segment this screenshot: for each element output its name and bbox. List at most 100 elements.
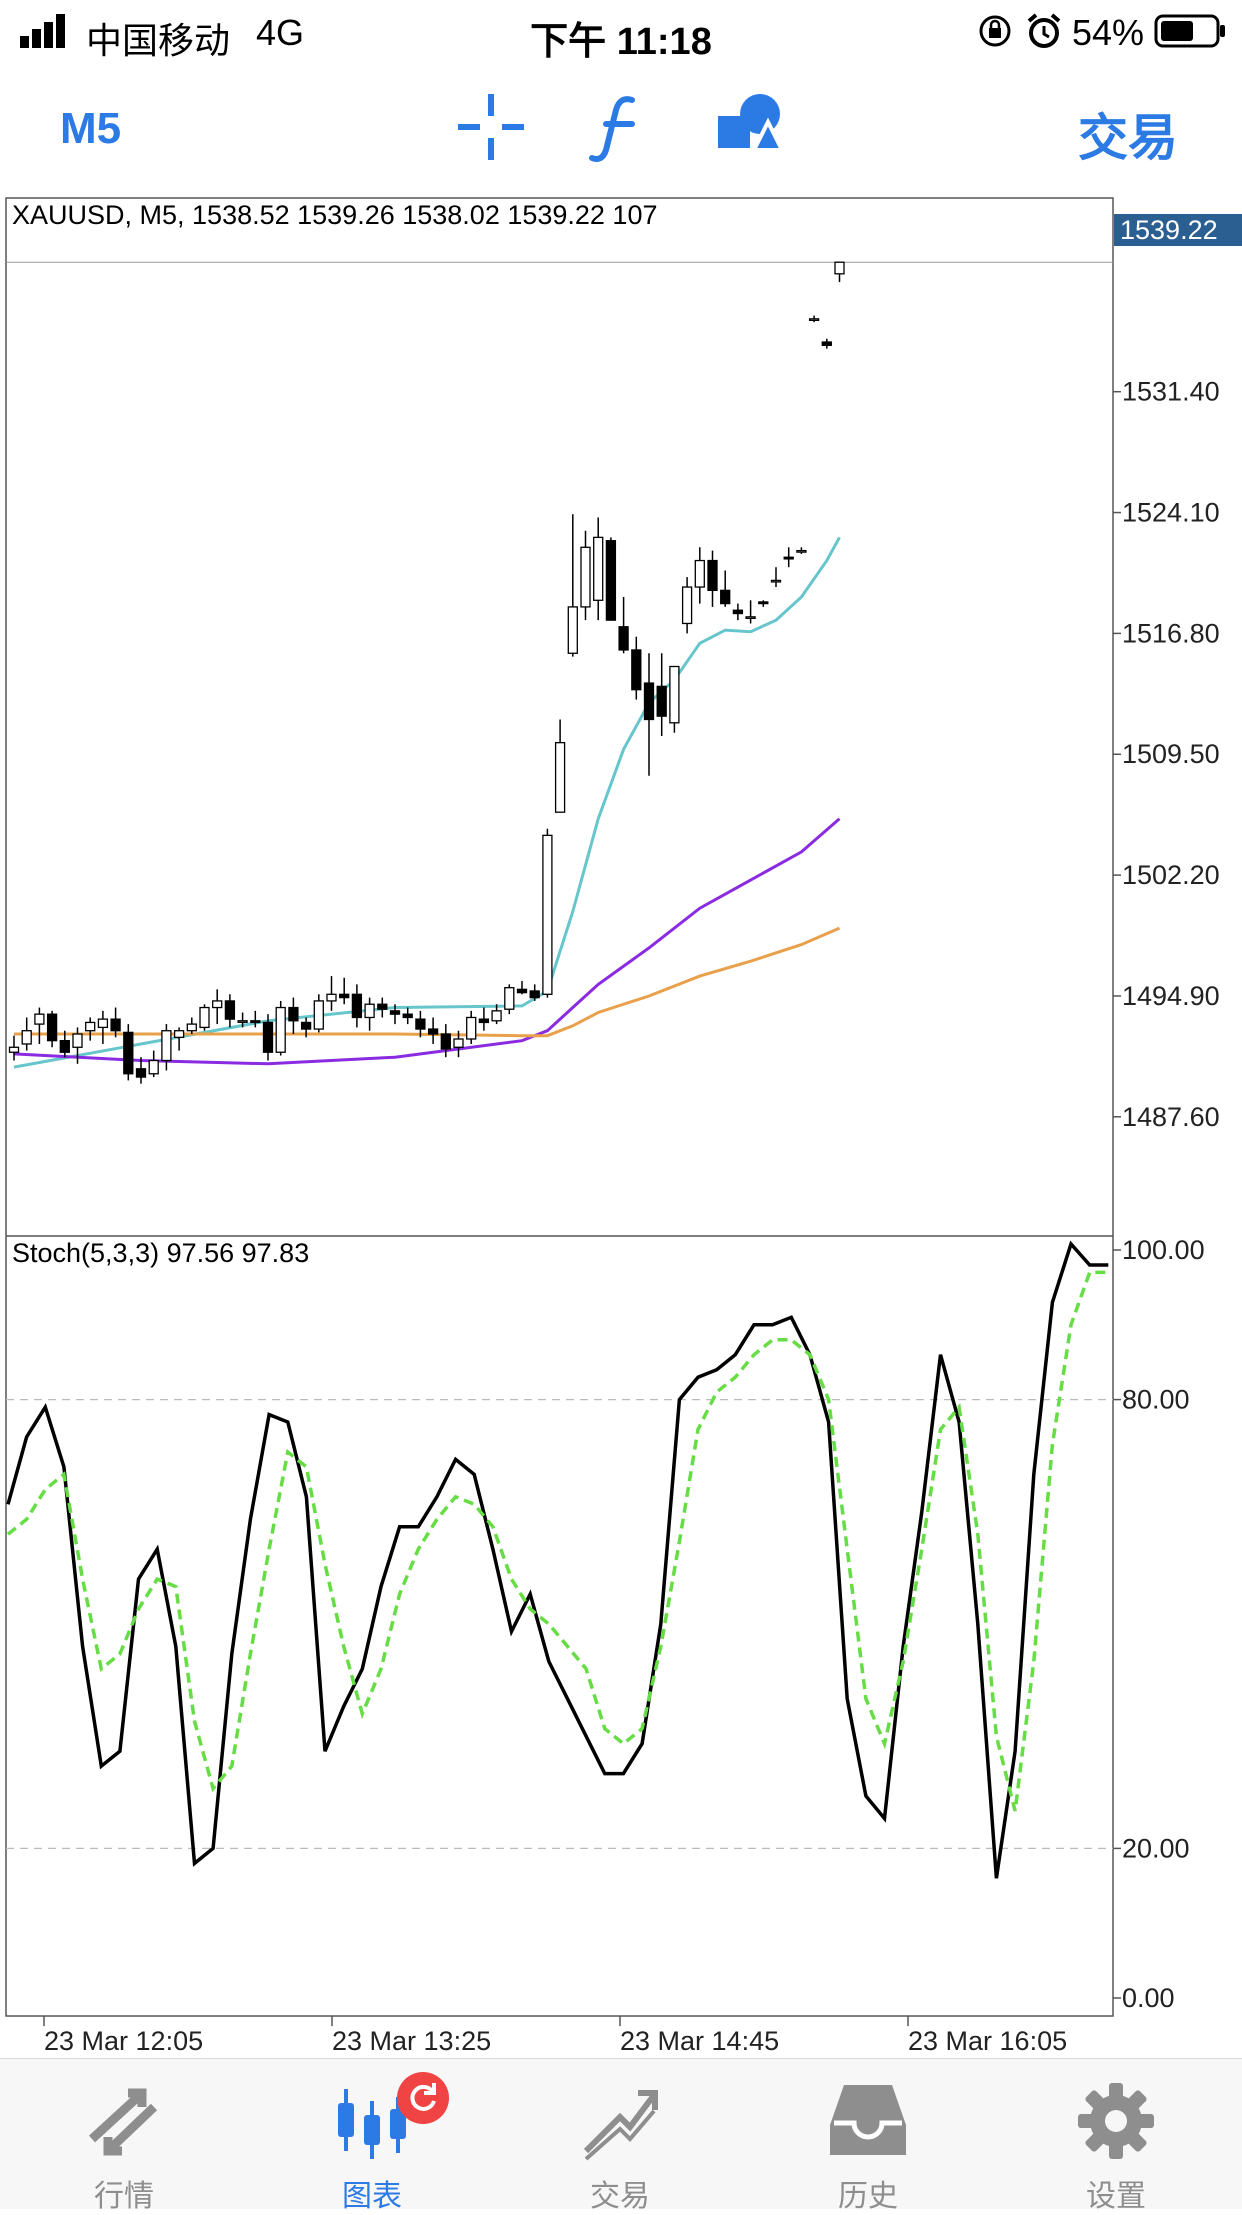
candle	[427, 1017, 439, 1044]
price-chart[interactable]: 100.00 80.00 20.00 0.00 1531.40 1524.10 1516.…	[0, 194, 1242, 2056]
indicator-f-icon[interactable]	[586, 92, 656, 162]
candle-body	[224, 1000, 236, 1020]
candle-body	[542, 834, 553, 995]
candle	[593, 517, 604, 621]
trade-button[interactable]: 交易	[1078, 110, 1178, 166]
candle-body	[59, 1040, 70, 1053]
candle-body	[326, 993, 337, 1002]
candle	[34, 1007, 45, 1044]
candle-body	[554, 742, 566, 813]
candle	[275, 1000, 286, 1056]
chart-symbol-header: XAUUSD, M5, 1538.52 1539.26 1538.02 1539…	[12, 200, 657, 230]
price-axis-label: 1487.60	[1122, 1102, 1220, 1132]
tab-trade[interactable]: 交易	[496, 2059, 744, 2213]
clock-time: 下午 11:18	[530, 21, 712, 63]
crosshair-icon[interactable]	[456, 92, 526, 162]
candle-body	[85, 1021, 96, 1032]
tab-history[interactable]: 历史	[744, 2059, 992, 2213]
price-axis-label: 1531.40	[1122, 377, 1220, 407]
candle	[745, 600, 756, 624]
stoch-axis-label: 80.00	[1122, 1385, 1190, 1415]
objects-shapes-icon[interactable]	[716, 92, 786, 162]
tab-chart-label: 图表	[342, 2180, 402, 2213]
stoch-axis-label: 20.00	[1122, 1833, 1190, 1863]
tab-quotes-label: 行情	[94, 2180, 154, 2213]
candle-body	[351, 993, 363, 1019]
trade-trend-icon	[583, 2090, 658, 2161]
candle	[707, 550, 718, 607]
candle-body	[46, 1013, 58, 1042]
stoch-signal-line	[6, 1270, 1109, 1812]
candle	[8, 1035, 20, 1061]
candle-body	[300, 1021, 312, 1030]
candle	[97, 1010, 109, 1044]
settings-gear-icon	[1078, 2083, 1154, 2159]
candle	[72, 1027, 83, 1064]
tab-settings-label: 设置	[1086, 2180, 1146, 2213]
price-axis-label: 1494.90	[1122, 981, 1220, 1011]
candle-body	[313, 1000, 324, 1030]
signal-strength-icon	[20, 14, 65, 48]
candle-body	[783, 556, 794, 560]
battery-percent: 54%	[1072, 12, 1145, 53]
candle	[250, 1010, 261, 1028]
candle-body	[758, 601, 769, 605]
carrier-name: 中国移动	[86, 20, 231, 61]
stochastic-header: Stoch(5,3,3) 97.56 97.83	[12, 1238, 309, 1268]
candle	[834, 261, 845, 283]
candle	[377, 997, 388, 1018]
candle-body	[770, 579, 782, 583]
current-price-value: 1539.22	[1120, 215, 1218, 245]
candle	[681, 577, 693, 634]
candle-body	[212, 1000, 223, 1009]
candle	[821, 338, 832, 349]
network-type: 4G	[256, 12, 305, 53]
candle	[389, 1004, 401, 1025]
chart-canvas[interactable]: 100.00 80.00 20.00 0.00 1531.40 1524.10 1516.…	[0, 194, 1242, 2056]
timeframe-button[interactable]: M5	[60, 104, 122, 153]
candle-body	[720, 589, 731, 605]
candle	[808, 315, 820, 323]
candle	[135, 1057, 147, 1084]
time-axis-label: 23 Mar 12:05	[44, 2026, 203, 2056]
candle-body	[21, 1030, 32, 1045]
candle	[605, 537, 617, 621]
candle-body	[732, 609, 744, 615]
candle	[148, 1050, 159, 1078]
quotes-arrows-icon	[88, 2088, 158, 2156]
candle	[300, 1017, 312, 1038]
candle-body	[34, 1013, 45, 1025]
candle	[770, 567, 782, 588]
candle-body	[694, 559, 705, 588]
candle	[478, 1007, 490, 1031]
candle-body	[643, 682, 655, 721]
candle	[85, 1017, 96, 1041]
candle-body	[618, 626, 629, 651]
tab-chart[interactable]: 图表	[248, 2059, 496, 2213]
candle	[554, 719, 566, 813]
price-axis-label: 1516.80	[1122, 618, 1220, 648]
stoch-main-line	[6, 1240, 1109, 1879]
price-axis-label: 1524.10	[1122, 498, 1220, 528]
time-axis-label: 23 Mar 14:45	[620, 2026, 779, 2056]
tab-quotes[interactable]: 行情	[0, 2059, 248, 2213]
candle-body	[681, 586, 693, 625]
moving-average-line-2	[13, 817, 841, 1066]
candle	[123, 1024, 134, 1081]
candle	[59, 1030, 70, 1058]
price-axis-label: 1502.20	[1122, 860, 1220, 890]
tab-settings[interactable]: 设置	[992, 2059, 1240, 2213]
current-price-tag	[1114, 214, 1242, 246]
alarm-icon	[1027, 13, 1061, 48]
candle	[643, 653, 655, 776]
candle-body	[364, 1003, 375, 1019]
candle-body	[110, 1018, 121, 1032]
candle	[466, 1010, 477, 1044]
candle-body	[427, 1028, 439, 1035]
candle-body	[580, 546, 591, 608]
chart-toolbar: M5 交易	[0, 62, 1242, 192]
candle	[694, 547, 705, 604]
candle	[580, 530, 591, 621]
candle-body	[275, 1006, 286, 1053]
chart-candles-icon	[338, 2089, 406, 2159]
